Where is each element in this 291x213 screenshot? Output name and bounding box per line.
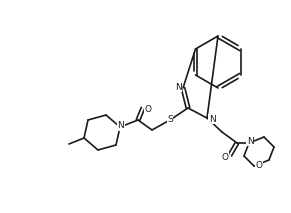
Text: O: O xyxy=(255,161,262,170)
Text: O: O xyxy=(221,153,228,161)
Text: O: O xyxy=(145,105,152,114)
Text: S: S xyxy=(167,115,173,124)
Text: N: N xyxy=(247,137,253,145)
Text: N: N xyxy=(175,82,181,92)
Text: N: N xyxy=(209,115,215,124)
Text: N: N xyxy=(118,121,124,131)
